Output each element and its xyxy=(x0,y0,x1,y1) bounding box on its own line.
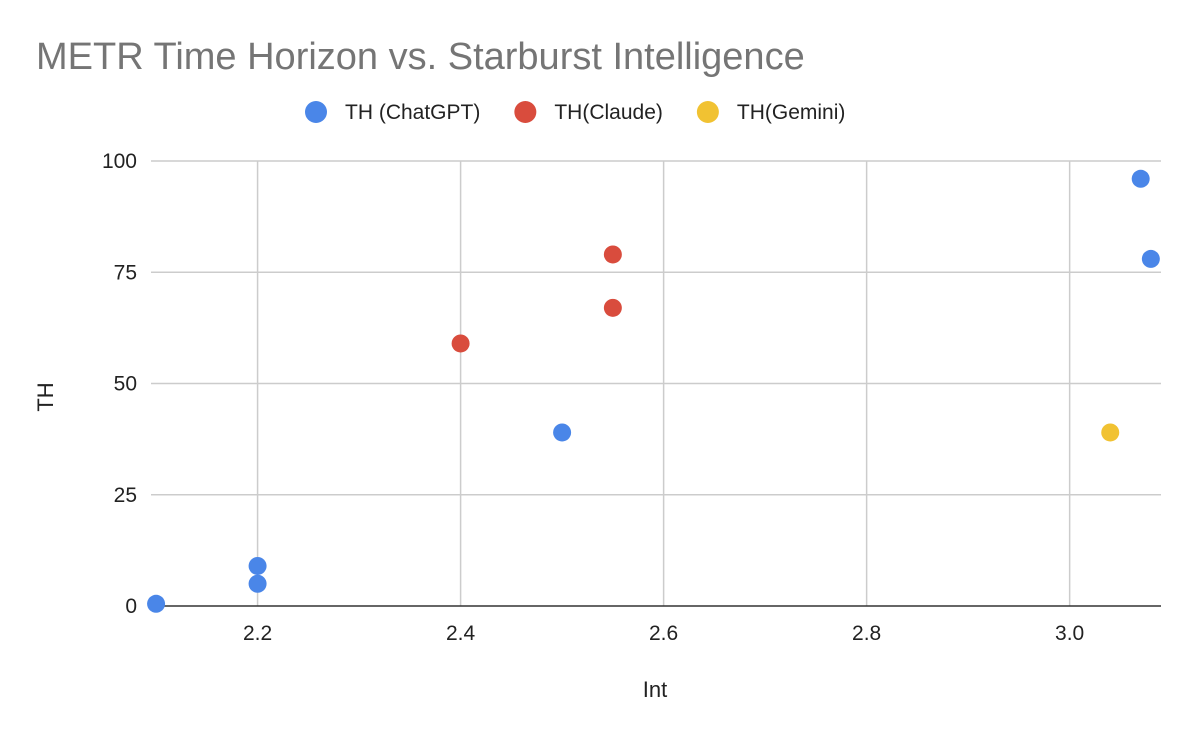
x-axis-ticks: 2.2 2.4 2.6 2.8 3.0 xyxy=(243,622,1084,645)
data-points xyxy=(147,169,1160,613)
data-point xyxy=(1141,249,1160,268)
y-axis-ticks: 0 25 50 75 100 xyxy=(102,150,137,618)
data-point xyxy=(451,334,470,353)
data-point xyxy=(553,423,572,442)
x-tick-label: 3.0 xyxy=(1055,622,1084,645)
legend-label: TH(Claude) xyxy=(554,101,663,124)
x-tick-label: 2.8 xyxy=(852,622,881,645)
data-point xyxy=(1101,423,1120,442)
data-point xyxy=(147,594,166,613)
legend-marker xyxy=(514,101,537,123)
y-axis-title: TH xyxy=(33,382,58,411)
y-tick-label: 100 xyxy=(102,150,137,173)
legend-marker xyxy=(305,101,327,123)
x-tick-label: 2.4 xyxy=(446,622,476,645)
y-tick-label: 50 xyxy=(114,373,137,396)
data-point xyxy=(248,574,267,593)
data-point xyxy=(603,298,622,317)
y-tick-label: 25 xyxy=(114,484,137,507)
legend-label: TH(Gemini) xyxy=(737,101,846,124)
y-tick-label: 75 xyxy=(114,261,137,284)
x-tick-label: 2.2 xyxy=(243,622,272,645)
legend-label: TH (ChatGPT) xyxy=(345,101,480,124)
gridlines xyxy=(151,160,1161,607)
data-point xyxy=(1131,169,1150,188)
x-tick-label: 2.6 xyxy=(649,622,678,645)
x-axis-title: Int xyxy=(643,677,667,702)
data-point xyxy=(248,556,267,575)
legend-marker xyxy=(696,101,719,123)
data-point xyxy=(603,245,622,264)
y-tick-label: 0 xyxy=(125,595,137,618)
legend: TH (ChatGPT) TH(Claude) TH(Gemini) xyxy=(305,101,845,124)
chart-title: METR Time Horizon vs. Starburst Intellig… xyxy=(36,36,805,78)
